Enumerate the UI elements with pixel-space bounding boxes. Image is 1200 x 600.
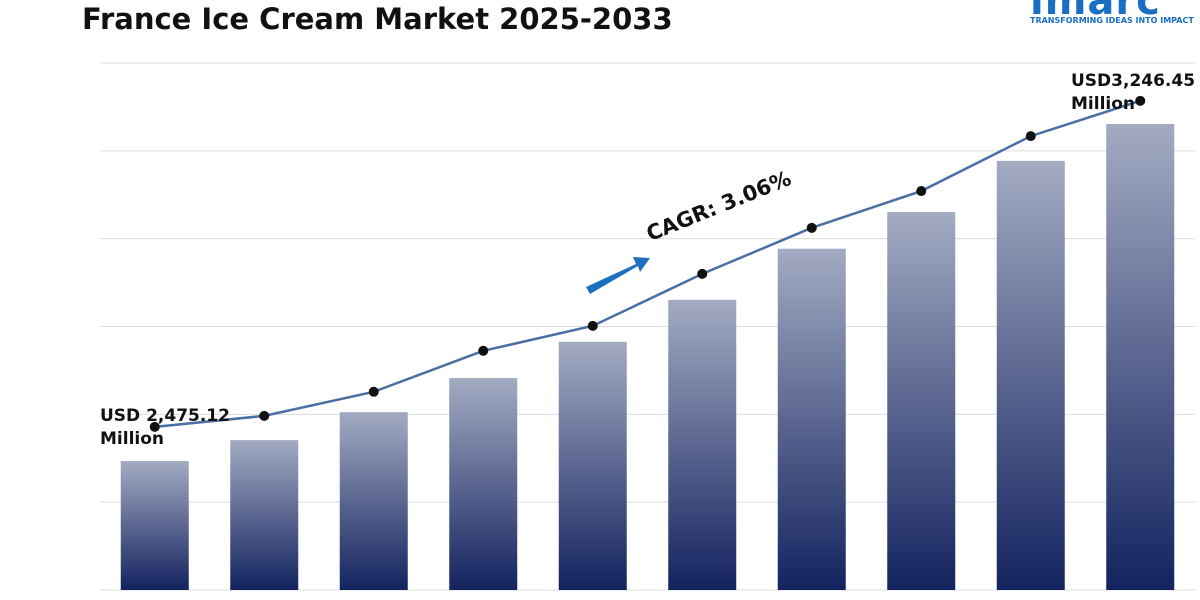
- bar: [996, 160, 1065, 590]
- line-point: [1135, 95, 1146, 106]
- bar: [777, 248, 846, 591]
- line-layer: [149, 95, 1146, 432]
- trend-line: [154, 99, 1141, 429]
- logo: imarc: [1030, 0, 1161, 24]
- line-point: [1025, 131, 1036, 142]
- bar: [668, 299, 737, 590]
- line-point: [697, 268, 708, 279]
- end-annotation: USD3,246.45 Million: [1071, 71, 1196, 114]
- cagr-arrow: [586, 257, 650, 294]
- bar: [887, 212, 956, 590]
- line-point: [368, 386, 379, 397]
- line-point: [587, 320, 598, 331]
- bars: [120, 123, 1175, 591]
- line-point: [478, 345, 489, 356]
- bar: [339, 412, 408, 590]
- line-point: [916, 186, 927, 197]
- bar: [120, 461, 189, 590]
- bar: [558, 341, 627, 590]
- line-point: [259, 410, 270, 421]
- logo-tagline: TRANSFORMING IDEAS INTO IMPACT: [1030, 16, 1194, 25]
- bar: [230, 440, 299, 590]
- bar: [1106, 123, 1175, 590]
- line-point: [806, 222, 817, 233]
- bar: [449, 378, 518, 590]
- chart-title: France Ice Cream Market 2025-2033: [82, 2, 673, 36]
- start-annotation: USD 2,475.12 Million: [100, 406, 230, 449]
- line-point: [149, 421, 160, 432]
